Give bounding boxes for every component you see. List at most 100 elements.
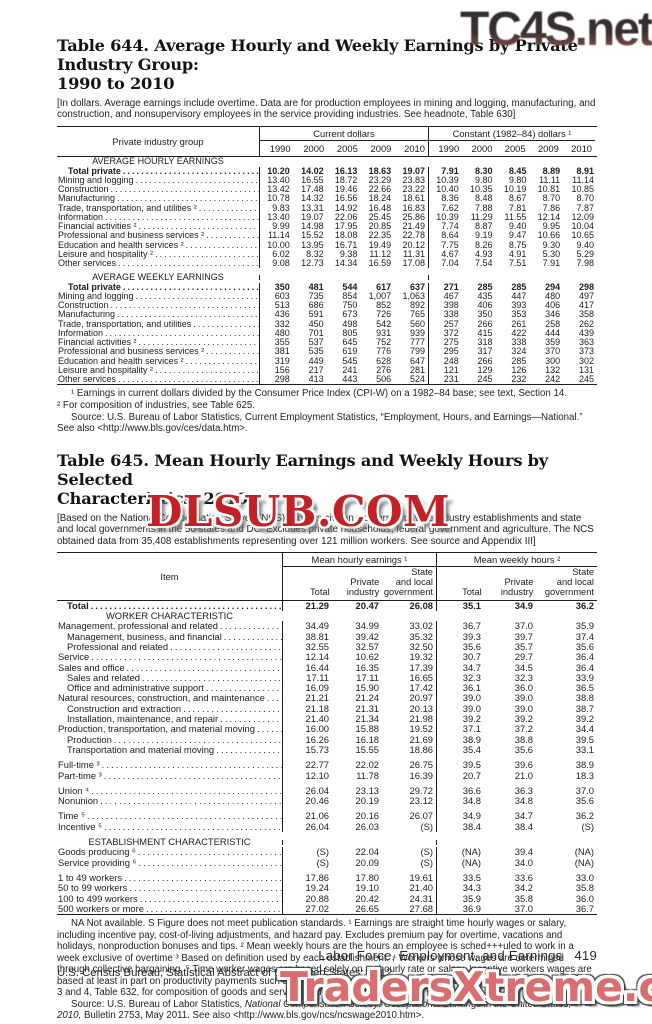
column-subheader: State and local government bbox=[544, 567, 594, 597]
value-cell: 241 bbox=[342, 364, 358, 375]
value-cell: 34.2 bbox=[514, 882, 533, 894]
dot-leader bbox=[140, 673, 282, 683]
value-cell: 436 bbox=[259, 310, 293, 320]
gap bbox=[57, 435, 597, 451]
value-cell: 20.09 bbox=[355, 856, 379, 868]
table-644-footnotes: ¹ Earnings in current dollars divided by… bbox=[57, 388, 597, 434]
row-label: Office and administrative support bbox=[57, 683, 282, 693]
group-title-mean-hourly-earnings: Mean hourly earnings ¹ bbox=[283, 553, 436, 568]
year-header: 1990 bbox=[269, 143, 291, 155]
table-row: Installation, maintenance, and repair 21.… bbox=[57, 713, 597, 725]
value-cell: 480 bbox=[545, 290, 561, 301]
value-cell: 10.04 bbox=[571, 221, 594, 232]
row-label: Incentive ⁵ bbox=[57, 822, 282, 832]
value-cell: 35.6 bbox=[575, 795, 594, 807]
value-cell: 34.8 bbox=[436, 795, 484, 807]
table-645-stub-header: Item bbox=[160, 570, 179, 582]
value-cell: 10.78 bbox=[259, 194, 293, 204]
row-label: AVERAGE WEEKLY EARNINGS bbox=[92, 272, 224, 283]
value-cell: 21.69 bbox=[409, 733, 433, 745]
value-cell: 12.09 bbox=[571, 211, 594, 222]
value-cell: 9.08 bbox=[259, 258, 293, 269]
value-cell: 11.55 bbox=[504, 211, 527, 222]
row-label: Installation, maintenance, and repair bbox=[57, 714, 282, 724]
row-label-text: Part-time ³ bbox=[58, 770, 102, 781]
value-cell: 21.0 bbox=[514, 769, 533, 781]
value-cell: 9.83 bbox=[259, 203, 293, 213]
value-cell: 27.68 bbox=[409, 902, 433, 914]
value-cell: 892 bbox=[409, 300, 425, 311]
table-row: Financial activities ² 355 537 645 752 777275… bbox=[57, 337, 597, 348]
value-cell: 854 bbox=[342, 290, 358, 301]
value-cell: 34.7 bbox=[436, 662, 484, 673]
dot-leader bbox=[144, 904, 282, 914]
row-label-text: Sales and office bbox=[58, 662, 125, 673]
value-cell: 13.40 bbox=[259, 212, 293, 223]
value-cell: 10.40 bbox=[427, 184, 462, 195]
row-label-text: Professional and business services ² bbox=[58, 231, 205, 241]
value-cell: 19.61 bbox=[409, 871, 433, 883]
value-cell: 8.30 bbox=[475, 165, 493, 176]
row-label: Total private bbox=[57, 283, 259, 292]
value-cell bbox=[484, 840, 536, 845]
value-cell: 406 bbox=[477, 300, 493, 311]
table-row: Education and health services ² 319 449 545… bbox=[57, 355, 597, 366]
row-label: Other services bbox=[57, 375, 259, 384]
value-cell: 302 bbox=[578, 355, 594, 366]
row-label-text: Total private bbox=[68, 166, 121, 176]
value-cell bbox=[496, 275, 530, 280]
value-cell: 4.67 bbox=[427, 249, 462, 260]
value-cell: 450 bbox=[308, 318, 324, 329]
value-cell: 35.6 bbox=[514, 743, 533, 755]
section-header-row: WORKER CHARACTERISTIC bbox=[57, 611, 597, 621]
row-label-text: 50 to 99 workers bbox=[58, 883, 128, 894]
value-cell: 257 bbox=[427, 319, 462, 329]
value-cell: 17.11 bbox=[282, 672, 332, 684]
table-row: Trade, transportation, and utilities 332 4… bbox=[57, 318, 597, 329]
value-cell: 14.34 bbox=[334, 258, 358, 269]
dot-leader bbox=[115, 194, 259, 203]
row-label-text: Total bbox=[67, 600, 89, 611]
value-cell: 35.4 bbox=[436, 744, 484, 756]
value-cell bbox=[293, 275, 327, 280]
subheaders-group-2: Total Private industry State and local gov… bbox=[437, 567, 597, 599]
section-header-row: AVERAGE WEEKLY EARNINGS bbox=[57, 268, 597, 282]
row-label-text: Incentive ⁵ bbox=[58, 821, 103, 832]
row-label: Construction bbox=[57, 185, 259, 194]
row-label: Manufacturing bbox=[57, 310, 259, 319]
value-cell: 37.2 bbox=[514, 723, 533, 735]
value-cell: 26.04 bbox=[282, 821, 332, 833]
value-cell: 22.04 bbox=[355, 846, 379, 858]
value-cell: 7.81 bbox=[508, 202, 527, 213]
value-cell: 36.1 bbox=[436, 682, 484, 694]
watermark-middle: DLSUB.COM bbox=[146, 487, 451, 536]
value-cell: 7.88 bbox=[475, 202, 493, 213]
value-cell bbox=[462, 275, 496, 280]
row-label-text: Transportation and material moving bbox=[67, 744, 215, 755]
value-cell: 363 bbox=[578, 337, 594, 348]
value-cell: 23.12 bbox=[409, 795, 433, 807]
value-cell: 17.42 bbox=[409, 682, 433, 694]
column-subheader: Private industry bbox=[500, 577, 534, 597]
table-row: Other services9.0812.7314.3416.5917.087.… bbox=[57, 258, 597, 269]
years-group-1: 1990 2000 2005 2009 2010 bbox=[260, 141, 428, 156]
row-label: Professional and related bbox=[57, 642, 282, 652]
year-header: 2005 bbox=[336, 143, 358, 155]
value-cell: 39.0 bbox=[514, 702, 533, 714]
value-cell: 17.95 bbox=[334, 221, 358, 232]
value-cell: 4.91 bbox=[508, 248, 527, 259]
value-cell: 35.1 bbox=[436, 600, 484, 612]
value-cell: 353 bbox=[511, 309, 527, 320]
value-cell: 317 bbox=[477, 346, 493, 357]
value-cell: 9.95 bbox=[542, 221, 561, 232]
value-cell: 14.32 bbox=[301, 193, 324, 204]
value-cell: 4.93 bbox=[475, 248, 493, 259]
row-label-text: Service providing ⁶ bbox=[58, 857, 137, 868]
value-cell: 34.9 bbox=[514, 599, 533, 611]
page-number: 419 bbox=[574, 948, 597, 963]
value-cell: 338 bbox=[427, 310, 462, 320]
dot-leader bbox=[109, 185, 259, 194]
